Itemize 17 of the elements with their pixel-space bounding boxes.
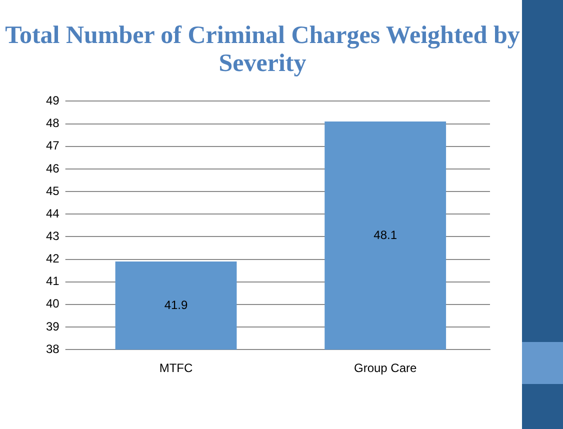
y-tick-label: 48 (46, 116, 60, 130)
y-tick-label: 40 (46, 296, 60, 311)
y-tick-label: 46 (46, 161, 60, 176)
y-tick-label: 38 (46, 342, 60, 356)
y-tick-label: 41 (46, 274, 60, 288)
data-label: 48.1 (374, 228, 398, 242)
y-tick-label: 44 (46, 206, 60, 220)
y-tick-label: 42 (46, 252, 60, 266)
x-tick-label: MTFC (159, 361, 194, 376)
y-tick-label: 39 (46, 319, 60, 334)
chart-title: Total Number of Criminal Charges Weighted by Severity (5, 22, 520, 78)
y-tick-label: 43 (46, 229, 60, 244)
x-tick-label: Group Care (354, 361, 418, 376)
y-tick-label: 49 (46, 94, 60, 108)
y-tick-label: 47 (46, 138, 60, 153)
y-tick-label: 45 (46, 184, 60, 198)
data-label: 41.9 (164, 298, 188, 312)
